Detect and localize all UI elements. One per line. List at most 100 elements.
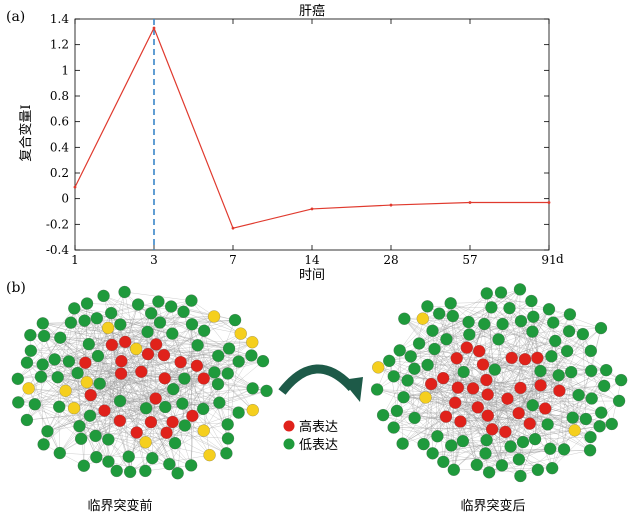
network-edge bbox=[96, 318, 131, 472]
network-node bbox=[48, 353, 61, 366]
network-edge bbox=[505, 331, 533, 432]
network-edge bbox=[164, 378, 220, 403]
network-node bbox=[446, 309, 459, 323]
network-node bbox=[90, 312, 103, 325]
network-node bbox=[531, 463, 544, 476]
network-edge bbox=[479, 350, 592, 399]
network-edge bbox=[121, 373, 183, 404]
data-point bbox=[152, 26, 156, 30]
network-edge bbox=[121, 354, 165, 362]
data-point bbox=[389, 203, 393, 207]
network-edge bbox=[26, 362, 75, 409]
network-edge bbox=[74, 308, 252, 356]
network-edge bbox=[404, 318, 469, 323]
network-edge bbox=[432, 323, 485, 331]
network-node bbox=[481, 409, 494, 422]
legend-high-label: 高表达 bbox=[299, 419, 338, 435]
network-edge bbox=[74, 308, 112, 314]
network-edge bbox=[479, 350, 548, 425]
network-edge bbox=[509, 307, 549, 310]
network-node bbox=[451, 381, 465, 394]
network-edge bbox=[147, 331, 215, 373]
network-edge bbox=[17, 337, 61, 379]
network-node bbox=[12, 396, 25, 409]
network-node bbox=[552, 369, 565, 382]
network-node bbox=[425, 377, 438, 391]
data-point bbox=[468, 201, 472, 204]
network-node bbox=[393, 344, 406, 357]
network-node bbox=[390, 404, 404, 418]
network-node bbox=[144, 416, 158, 429]
network-node bbox=[539, 402, 552, 415]
network-node bbox=[91, 349, 105, 363]
network-edge bbox=[30, 350, 227, 454]
network-node bbox=[176, 397, 189, 410]
network-before bbox=[11, 285, 273, 480]
network-edge bbox=[389, 360, 551, 449]
data-point bbox=[310, 207, 314, 211]
y-tick-label: -0.2 bbox=[46, 217, 69, 231]
network-node bbox=[513, 283, 527, 296]
network-node bbox=[437, 455, 450, 468]
y-tick-label: 1 bbox=[61, 63, 69, 77]
network-node bbox=[584, 344, 597, 358]
network-node bbox=[118, 285, 131, 299]
x-tick-label: 57 bbox=[462, 253, 477, 267]
network-node bbox=[584, 430, 597, 444]
network-node bbox=[122, 450, 135, 463]
network-node bbox=[36, 317, 49, 330]
network-node bbox=[191, 339, 204, 352]
network-node bbox=[24, 344, 37, 357]
network-edge bbox=[28, 313, 152, 389]
network-node bbox=[480, 434, 493, 447]
network-node bbox=[433, 307, 446, 320]
network-node bbox=[563, 308, 577, 321]
network-node bbox=[157, 348, 171, 362]
network-node bbox=[503, 302, 516, 315]
network-edge bbox=[42, 323, 148, 333]
network-edge bbox=[57, 377, 210, 456]
network-edge bbox=[487, 309, 550, 395]
network-node bbox=[562, 325, 576, 338]
network-node bbox=[22, 382, 35, 395]
network-node bbox=[504, 440, 517, 453]
network-edge bbox=[432, 448, 551, 454]
network-node bbox=[113, 394, 127, 408]
network-edge bbox=[57, 377, 60, 454]
network-node bbox=[526, 399, 539, 412]
network-edge bbox=[427, 364, 586, 420]
network-node bbox=[163, 458, 176, 471]
legend: 高表达 低表达 bbox=[283, 419, 338, 453]
network-node bbox=[37, 329, 51, 343]
network-node bbox=[77, 459, 90, 472]
network-edge bbox=[28, 388, 121, 402]
network-node bbox=[612, 394, 626, 408]
network-edge bbox=[96, 318, 167, 433]
network-edge bbox=[443, 449, 565, 463]
network-edge bbox=[59, 452, 153, 459]
network-edge bbox=[457, 387, 503, 466]
network-edge bbox=[203, 355, 252, 431]
network-edge bbox=[95, 333, 173, 436]
network-node bbox=[534, 379, 547, 392]
network-node bbox=[102, 455, 115, 468]
network-edge bbox=[439, 313, 506, 432]
network-node bbox=[496, 317, 509, 331]
network-node bbox=[579, 412, 592, 426]
network-node bbox=[51, 371, 64, 384]
network-edge bbox=[520, 321, 568, 352]
network-edge bbox=[30, 319, 236, 336]
network-node bbox=[444, 297, 457, 310]
network-node bbox=[141, 347, 155, 361]
network-node bbox=[232, 406, 245, 419]
network-edge bbox=[73, 407, 109, 440]
network-node bbox=[572, 388, 585, 402]
network-node bbox=[449, 396, 462, 409]
network-node bbox=[159, 400, 172, 414]
network-edge bbox=[227, 373, 253, 411]
network-node bbox=[494, 286, 508, 299]
network-edge bbox=[555, 340, 591, 352]
network-node bbox=[78, 314, 91, 327]
network-node bbox=[585, 364, 598, 378]
network-node bbox=[110, 464, 123, 478]
